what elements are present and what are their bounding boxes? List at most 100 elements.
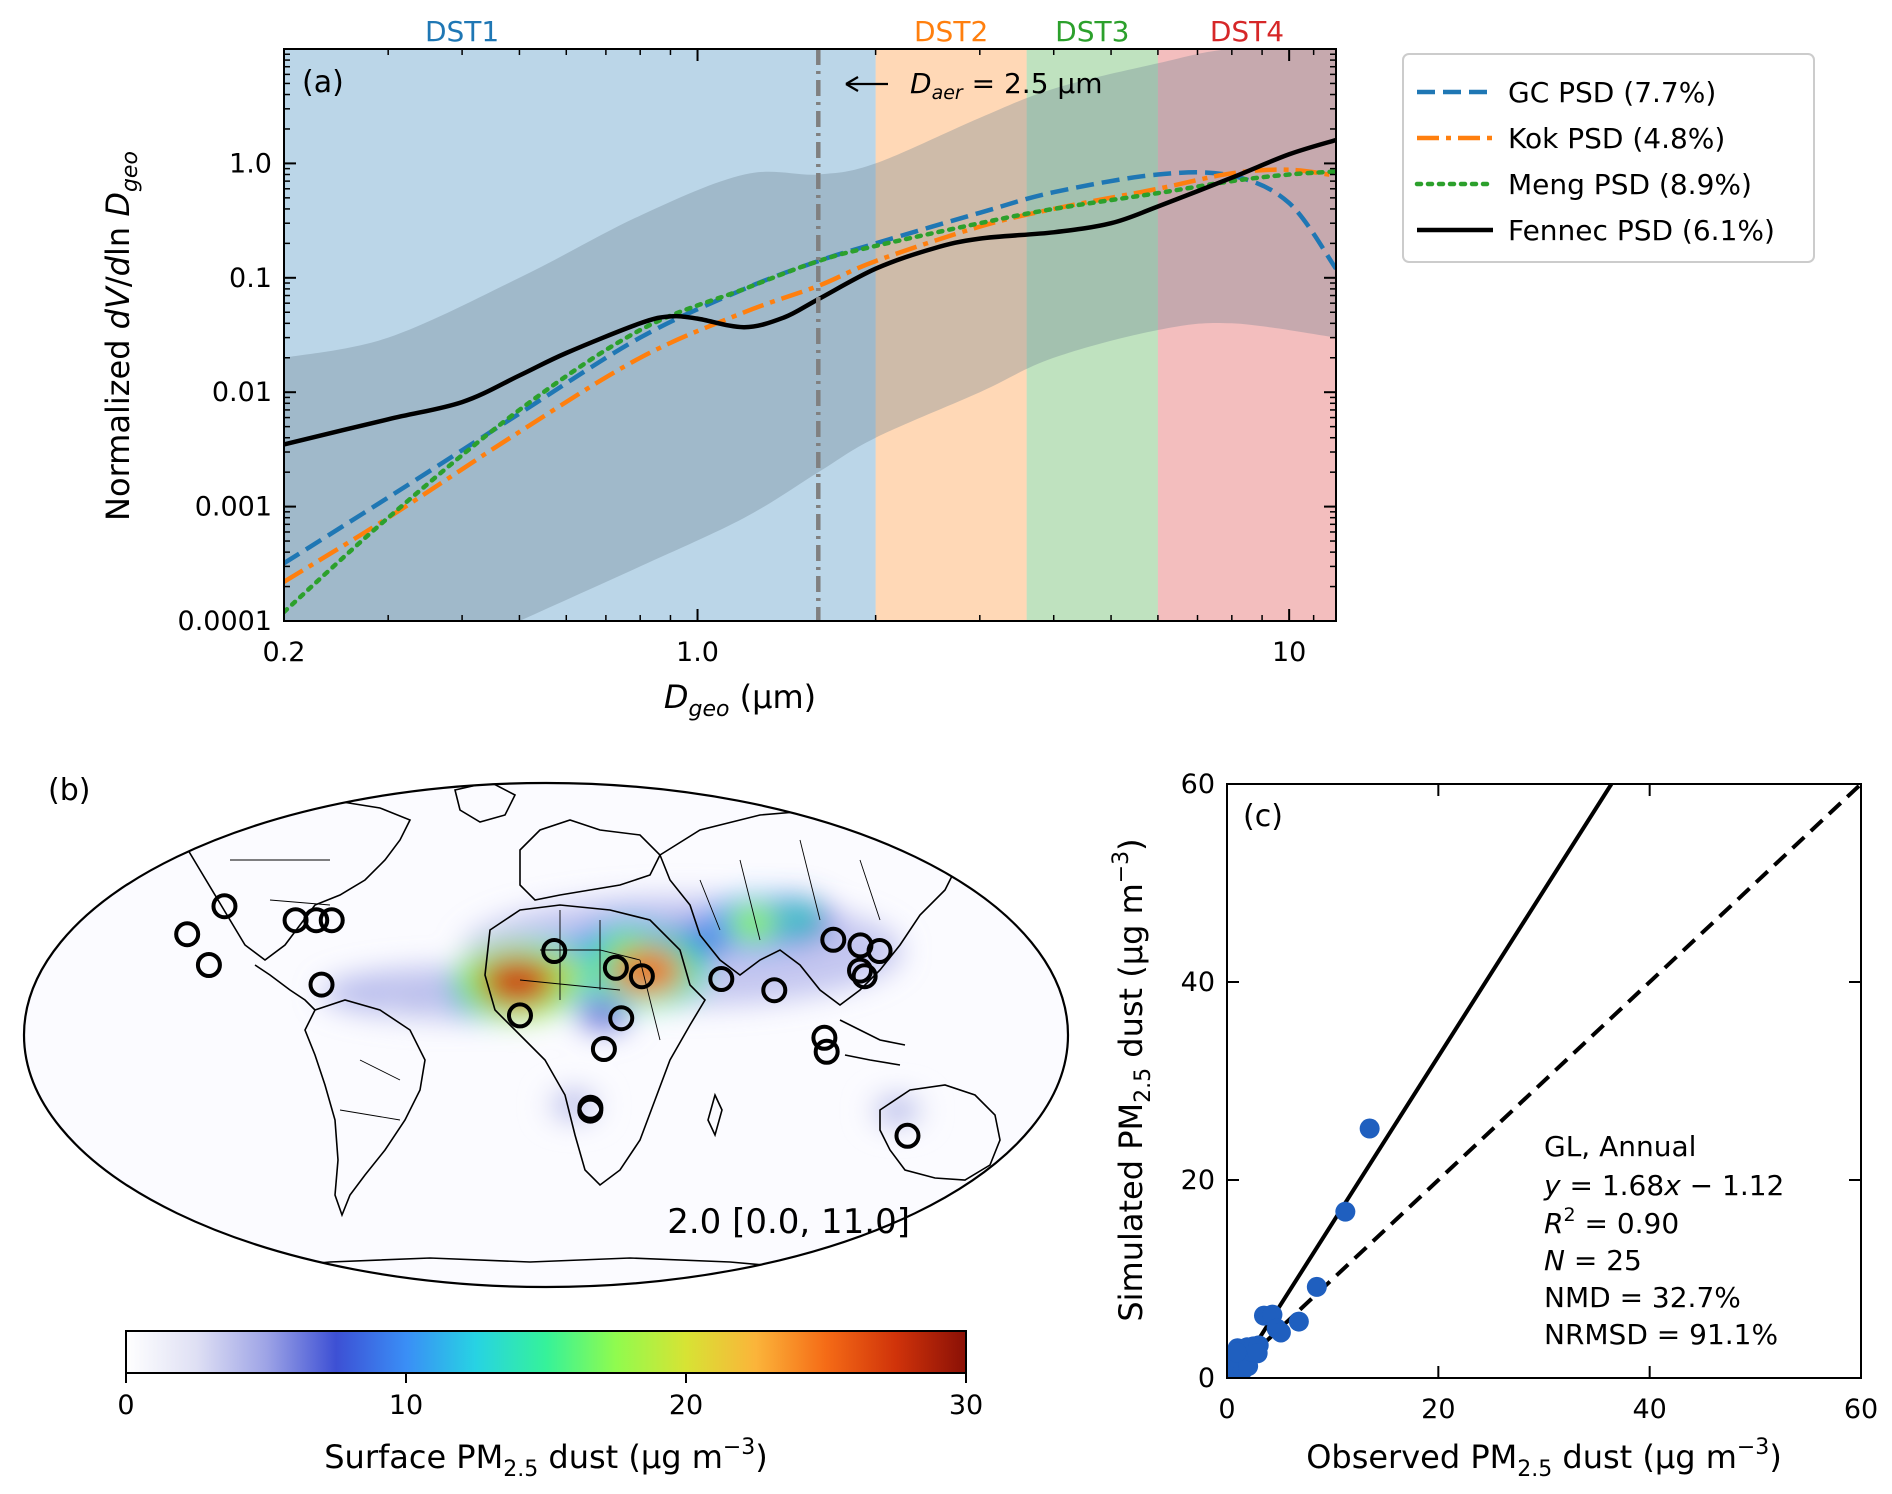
site-marker-11 [608,1005,635,1032]
c-ylabel-post: dust (µg m [1112,883,1150,1068]
d-aer-annotation: Daer = 2.5 µm [845,67,1103,104]
c-xlabel-end: ) [1769,1438,1781,1476]
map-background [24,783,1068,1287]
eq-eq: = 1.68 [1561,1169,1665,1202]
panel-c: 00 20 20 40 40 60 60 (c) GL, Annual y = 1.68x … [1109,769,1878,1482]
y-tick-label: 0.0001 [178,606,272,637]
site-marker-10 [506,1002,533,1029]
panel-c-xlabel: Observed PM2.5 dust (µg m−3) [1306,1435,1782,1482]
site-marker-17 [820,926,847,953]
xlabel-sym: D [664,678,689,716]
bin-dst4 [1157,49,1336,621]
c-y-tick-label: 20 [1181,1165,1215,1196]
c-ylabel-sup: −3 [1109,851,1134,883]
x-tick-label: 0.2 [263,637,306,668]
legend-label-1: Kok PSD (4.8%) [1508,122,1725,155]
scatter-plot-area [1227,784,1861,1378]
cbar-tick-label: 10 [389,1390,423,1421]
data-point-19 [1288,1311,1309,1332]
map-annotation: 2.0 [0.0, 11.0] [667,1202,910,1242]
hotspot-8 [726,905,781,941]
site-marker-6 [308,971,335,998]
fit-line [1231,784,1614,1378]
site-marker-9 [628,963,655,990]
site-marker-5 [195,952,222,978]
site-marker-12 [590,1036,617,1062]
cbar-tick-label: 0 [117,1390,134,1421]
x-tick-label: 10 [1272,637,1306,668]
hotspot-2 [880,1100,914,1122]
cbar-tick-label: 30 [949,1390,983,1421]
site-marker-3 [318,907,345,934]
c-xlabel-sub: 2.5 [1517,1457,1552,1482]
c-x-tick-label: 20 [1421,1394,1455,1425]
hotspot-13 [479,957,556,1006]
hotspot-12 [611,947,683,994]
c-x-tick-label: 60 [1844,1394,1878,1425]
cbar-label-pre: Surface PM [324,1438,503,1476]
site-marker-14 [577,1097,604,1124]
c-ylabel-end: ) [1112,838,1150,850]
ylabel-prefix: Normalized [99,329,137,521]
data-point-22 [1359,1118,1380,1139]
series-line-1 [284,167,1336,584]
data-point-23 [1227,1342,1247,1363]
ylabel-sub: geo [118,151,143,192]
psd-series [284,137,1336,615]
colorbar-label: Surface PM2.5 dust (µg m−3) [324,1435,768,1482]
data-point-24 [1247,1343,1268,1364]
bin-dst2 [875,49,1027,621]
c-x-tick-label: 0 [1218,1394,1235,1425]
panel-a-ylabel: Normalized dV/dln Dgeo [99,151,143,521]
d-aer-sym: D [910,67,932,100]
cbar-label-end: ) [755,1438,767,1476]
panel-a-xlabel: Dgeo (µm) [664,678,816,722]
bin-label-dst2: DST2 [914,15,988,48]
eq-y: y [1543,1169,1561,1202]
stats-equation: y = 1.68x − 1.12 [1543,1169,1784,1202]
c-y-tick-label: 0 [1198,1363,1215,1394]
site-marker-7 [541,938,568,964]
cbar-tick-label: 20 [669,1390,703,1421]
bin-label-dst4: DST4 [1210,15,1284,48]
bin-labels: DST1 DST2 DST3 DST4 [425,15,1284,48]
size-bin-shading [284,49,1336,621]
panel-c-frame [1226,783,1862,1379]
hotspot-0 [402,992,432,1011]
ylabel-slash: / [99,276,137,287]
xlabel-unit: (µm) [729,678,816,716]
bin-label-dst1: DST1 [425,15,499,48]
svg-text:Daer = 2.5 µm: Daer = 2.5 µm [910,67,1103,104]
legend-label-3: Fennec PSD (6.1%) [1508,214,1775,247]
panel-c-label: (c) [1243,799,1283,834]
r2-sym: R [1544,1207,1563,1240]
colorbar-ticks: 0 10 20 30 [117,1373,983,1421]
uncertainty-band [284,49,1336,621]
panel-c-ylabel: Simulated PM2.5 dust (µg m−3) [1109,838,1156,1321]
stats-title: GL, Annual [1544,1130,1696,1163]
r2-sup: 2 [1563,1204,1575,1226]
colorbar [125,1330,967,1374]
d-aer-rest: = 2.5 µm [963,67,1103,100]
n-rest: = 25 [1565,1244,1642,1277]
panel-b-label: (b) [48,773,90,808]
cbar-label-sup: −3 [723,1435,755,1460]
ylabel-d: d [99,255,137,276]
site-marker-21 [851,963,878,990]
bin-dst1 [284,49,876,621]
stats-nmd: NMD = 32.7% [1544,1281,1741,1314]
r2-rest: = 0.90 [1576,1207,1680,1240]
cbar-label-sub: 2.5 [503,1457,538,1482]
c-ylabel-sub: 2.5 [1131,1068,1156,1103]
panel-b: (b) [22,773,1070,1482]
data-point-18 [1270,1322,1291,1343]
stats-box: GL, Annual y = 1.68x − 1.12 R2 = 0.90 N … [1543,1130,1784,1351]
n-sym: N [1544,1244,1565,1277]
eq-x: x [1663,1169,1681,1202]
stats-r2: R2 = 0.90 [1544,1204,1679,1240]
site-markers [174,893,921,1149]
y-tick-label: 0.1 [229,263,272,294]
c-xlabel-sup: −3 [1737,1435,1769,1460]
eq-rest: − 1.12 [1681,1169,1785,1202]
site-marker-8 [602,954,629,981]
